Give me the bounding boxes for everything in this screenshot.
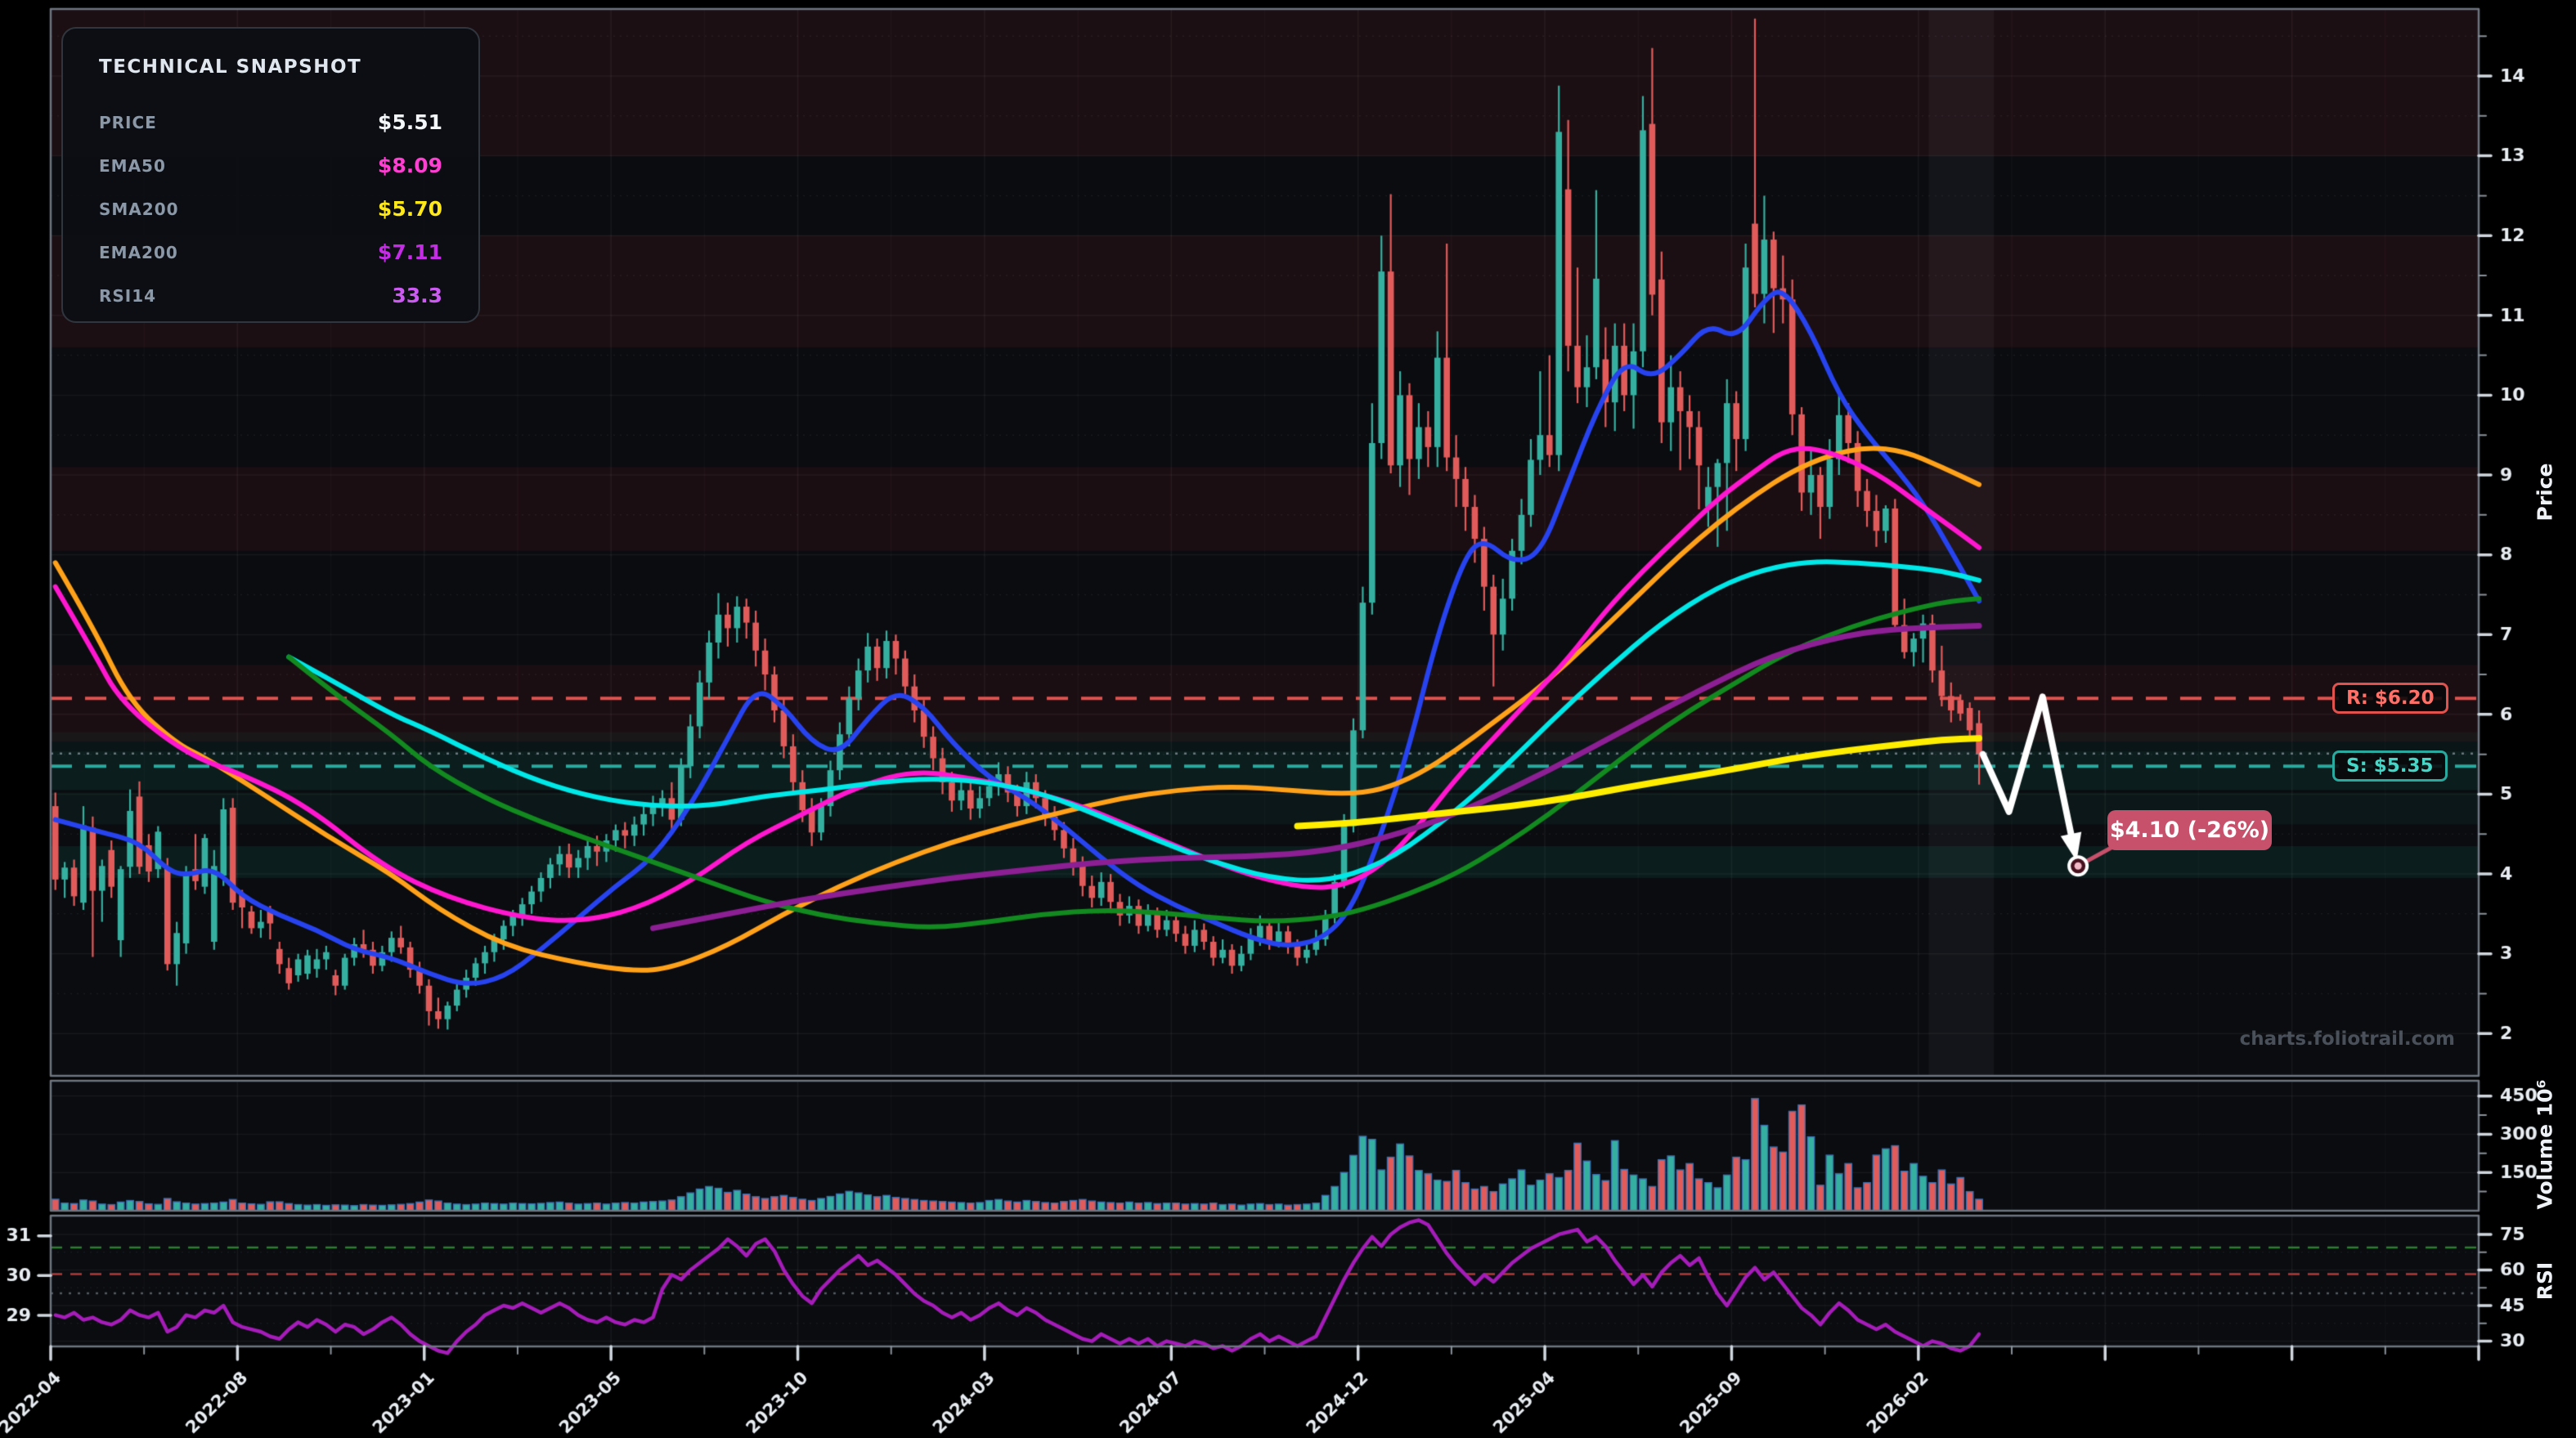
snapshot-row: SMA200 $5.70 — [99, 187, 442, 231]
snapshot-row-value: $8.09 — [377, 154, 442, 177]
rsi-axis-title: RSI — [2533, 1261, 2557, 1301]
snapshot-title: TECHNICAL SNAPSHOT — [99, 56, 362, 78]
resistance-level-tag: R: $6.20 — [2332, 683, 2448, 715]
technical-snapshot-panel: TECHNICAL SNAPSHOT PRICE $5.51 EMA50 $8.… — [61, 27, 480, 323]
snapshot-row: EMA50 $8.09 — [99, 144, 442, 187]
snapshot-row-label: RSI14 — [99, 285, 157, 306]
snapshot-row-value: $7.11 — [377, 240, 442, 264]
snapshot-row-value: $5.70 — [377, 197, 442, 221]
snapshot-row-label: EMA50 — [99, 155, 166, 176]
snapshot-row-value: $5.51 — [377, 110, 442, 134]
snapshot-row: EMA200 $7.11 — [99, 231, 442, 274]
snapshot-row: PRICE $5.51 — [99, 101, 442, 144]
watermark: charts.foliotrail.com — [2239, 1028, 2455, 1050]
snapshot-row-label: EMA200 — [99, 242, 178, 262]
snapshot-row: RSI14 33.3 — [99, 274, 442, 317]
projection-target-label: $4.10 (-26%) — [2107, 810, 2272, 850]
volume-axis-title: Volume 10⁶ — [2533, 1079, 2557, 1209]
snapshot-row-label: SMA200 — [99, 199, 179, 219]
snapshot-row-label: PRICE — [99, 112, 157, 132]
price-axis-title: Price — [2533, 463, 2557, 521]
snapshot-row-value: 33.3 — [392, 284, 442, 307]
support-level-tag: S: $5.35 — [2332, 750, 2448, 782]
